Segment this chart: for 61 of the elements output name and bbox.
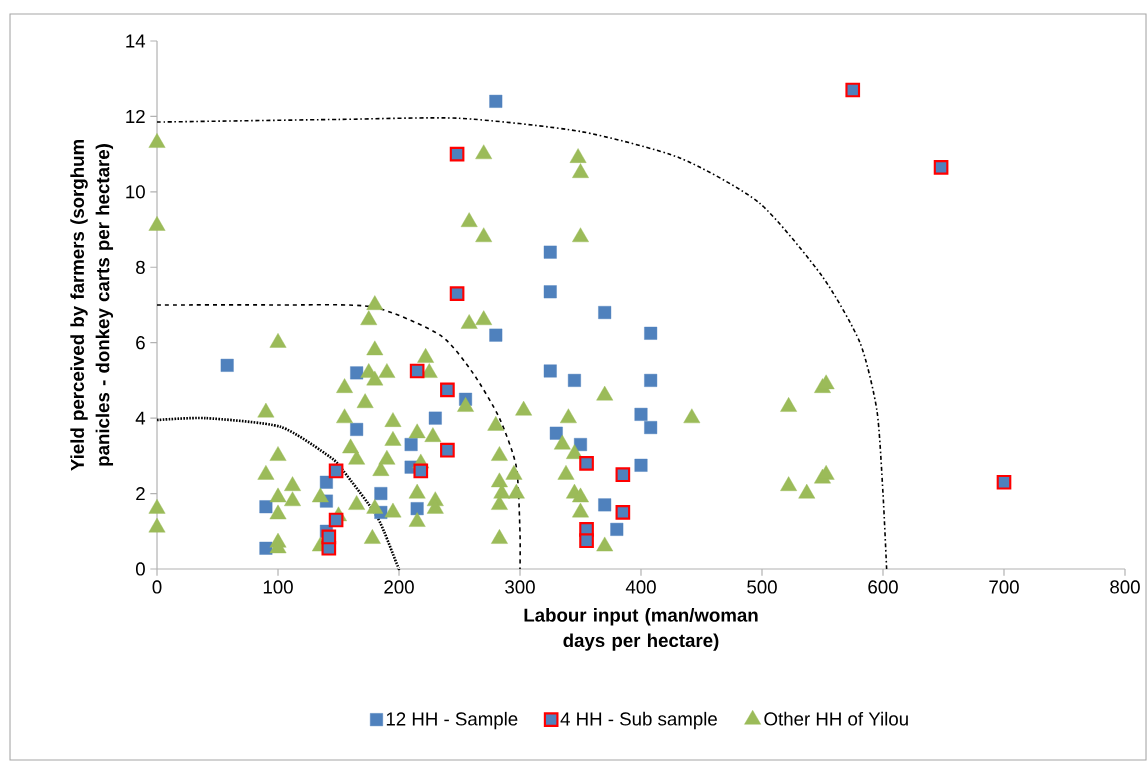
point bbox=[543, 245, 557, 259]
point bbox=[321, 529, 337, 545]
line-series bbox=[155, 416, 401, 571]
point bbox=[996, 474, 1012, 490]
point bbox=[845, 82, 861, 98]
point bbox=[610, 522, 624, 536]
point bbox=[409, 363, 425, 379]
point bbox=[543, 285, 557, 299]
point bbox=[634, 407, 648, 421]
point bbox=[440, 442, 455, 458]
x-axis-title: Labour input (man/woman days per hectare) bbox=[524, 608, 758, 651]
x-tick-label: 500 bbox=[747, 580, 777, 594]
y-tick-label: 14 bbox=[126, 34, 146, 48]
point bbox=[428, 411, 442, 425]
point bbox=[410, 502, 424, 516]
legend-label: Other HH of Yilou bbox=[764, 711, 908, 726]
point bbox=[319, 475, 333, 489]
x-tick-label: 400 bbox=[625, 580, 656, 594]
point bbox=[543, 364, 557, 378]
point bbox=[598, 306, 612, 319]
legend-label: 4 HH - Sub sample bbox=[560, 711, 717, 730]
x-tick-label: 600 bbox=[868, 580, 898, 594]
point bbox=[440, 382, 455, 398]
point bbox=[259, 500, 273, 514]
x-tick-label: 100 bbox=[263, 580, 293, 594]
point bbox=[350, 366, 364, 380]
point bbox=[350, 422, 364, 436]
y-axis-title: Yield perceived by farmers (sorghum panicles - donkey carts per hectare) bbox=[70, 140, 114, 471]
point bbox=[615, 467, 631, 483]
point bbox=[404, 438, 418, 451]
point bbox=[579, 533, 594, 549]
point bbox=[615, 505, 631, 520]
x-tick-label: 700 bbox=[989, 580, 1019, 594]
point bbox=[567, 373, 581, 387]
y-tick-label: 4 bbox=[135, 411, 146, 425]
point bbox=[328, 463, 344, 479]
y-tick-label: 6 bbox=[136, 336, 145, 350]
point bbox=[579, 456, 594, 471]
point bbox=[328, 512, 344, 528]
point bbox=[598, 498, 612, 512]
point bbox=[449, 286, 465, 302]
point bbox=[220, 358, 234, 372]
x-tick-label: 200 bbox=[384, 580, 414, 594]
y-tick-label: 0 bbox=[135, 562, 145, 576]
point bbox=[644, 421, 658, 435]
point bbox=[374, 487, 388, 501]
point bbox=[449, 146, 465, 162]
y-tick-label: 8 bbox=[136, 260, 145, 274]
x-tick-label: 0 bbox=[152, 580, 162, 594]
point bbox=[644, 373, 658, 387]
y-tick-label: 2 bbox=[136, 487, 145, 501]
x-tick-label: 800 bbox=[1110, 580, 1140, 594]
point bbox=[489, 94, 503, 108]
y-tick-label: 12 bbox=[126, 109, 145, 123]
point bbox=[634, 458, 648, 472]
point bbox=[933, 159, 949, 175]
point bbox=[489, 328, 503, 342]
x-tick-label: 300 bbox=[505, 580, 535, 594]
y-tick-label: 10 bbox=[126, 185, 145, 199]
legend-label: 12 HH - Sample bbox=[386, 711, 518, 730]
point bbox=[644, 326, 658, 340]
